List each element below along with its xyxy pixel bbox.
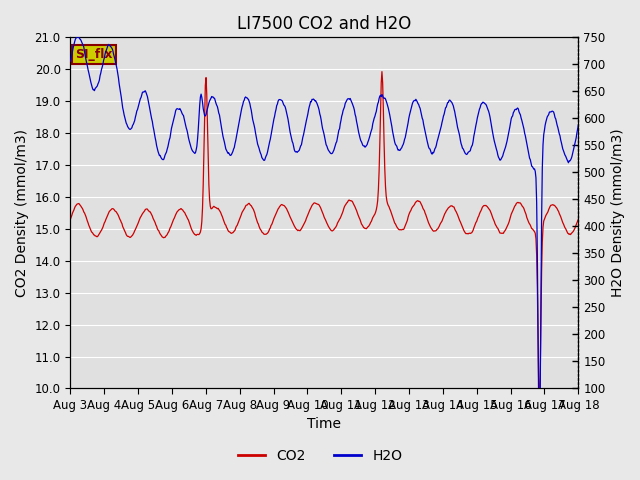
Text: SI_flx: SI_flx — [76, 48, 113, 61]
Y-axis label: H2O Density (mmol/m3): H2O Density (mmol/m3) — [611, 129, 625, 297]
Title: LI7500 CO2 and H2O: LI7500 CO2 and H2O — [237, 15, 412, 33]
Legend: CO2, H2O: CO2, H2O — [232, 443, 408, 468]
Y-axis label: CO2 Density (mmol/m3): CO2 Density (mmol/m3) — [15, 129, 29, 297]
X-axis label: Time: Time — [307, 418, 341, 432]
